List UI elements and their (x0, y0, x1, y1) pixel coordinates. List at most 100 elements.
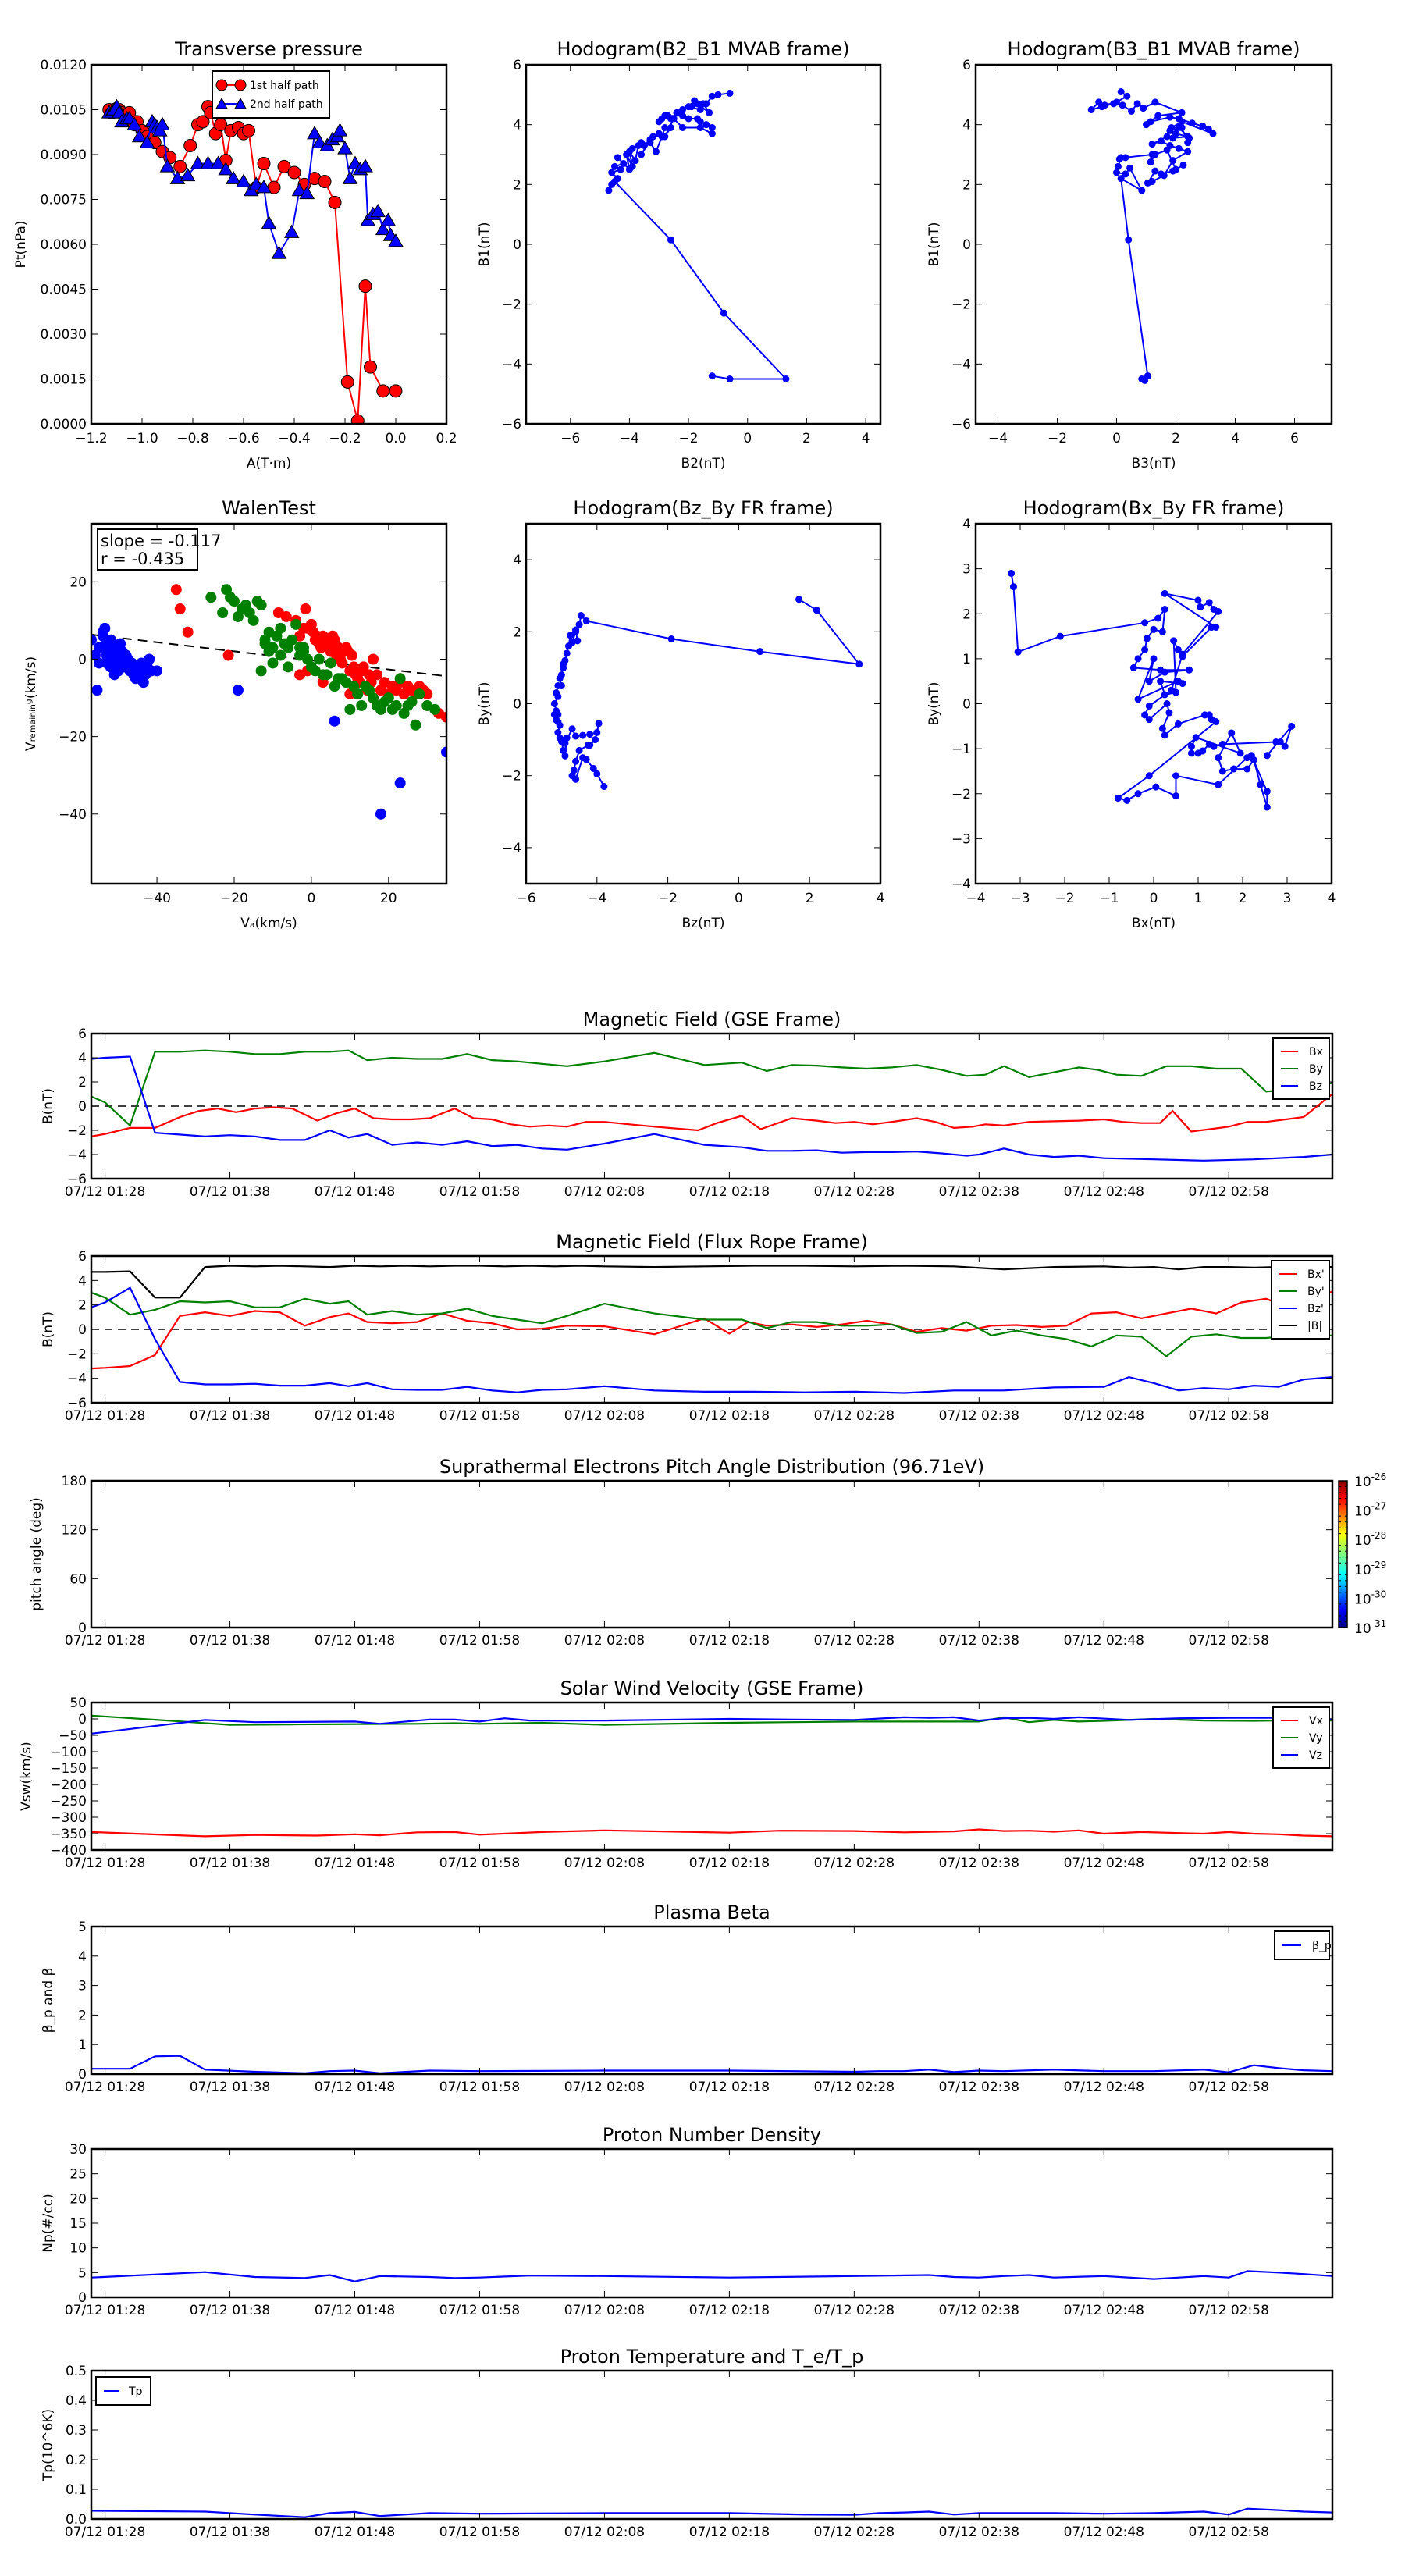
walen-point-green (390, 699, 402, 711)
hodo_bxby-point (1187, 749, 1195, 757)
hodo_bxby-point (1143, 635, 1151, 642)
walen-point-green (267, 657, 279, 669)
hodo_bzby-xtick-label: −4 (587, 891, 606, 906)
b_fr-legend-label: Bz' (1307, 1303, 1324, 1315)
tp-axes-frame (90, 2369, 1334, 2521)
hodo_bzby-point (582, 617, 590, 624)
hodo_b2b1-point (605, 187, 613, 194)
hodo_bxby-chart: Hodogram(Bx_By FR frame) −4 −3 −2 −1 0 1 2 3 4 −4 −… (927, 497, 1336, 931)
hodo_b3b1-point (1169, 167, 1177, 175)
b_fr-legend: Bx' By' Bz' |B| (1271, 1260, 1330, 1340)
hodo_bxby-xtick-label: 4 (1328, 891, 1336, 906)
hodo_b3b1-point (1148, 141, 1156, 148)
b_gse-ytick-label: 0 (78, 1099, 87, 1115)
np-ytick-label: 15 (69, 2216, 87, 2232)
hodo_bzby-point (554, 692, 562, 700)
walen-point-red (182, 626, 194, 638)
hodo_b3b1-ytick-label: 4 (962, 118, 971, 133)
hodo_b3b1-point (1123, 92, 1131, 100)
hodo_b2b1-point (608, 180, 616, 188)
hodo_bxby-point (1218, 767, 1226, 775)
hodo_b2b1-point (726, 89, 734, 97)
transverse-point (183, 139, 197, 152)
hodo_b2b1-point (661, 133, 669, 141)
walen-point-red (357, 661, 369, 673)
hodo_b2b1-point (696, 124, 704, 131)
b_gse-ylabel: B(nT) (41, 1088, 56, 1124)
walen-point-green (344, 703, 356, 715)
hodo_b3b1-point (1110, 100, 1118, 108)
transverse-ytick-label: 0.0015 (41, 372, 87, 388)
b_gse-legend-item: Bz (1281, 1080, 1322, 1093)
transverse-ylabel: Pt(nPa) (13, 221, 29, 269)
b_fr-ytick-label: −4 (67, 1372, 87, 1387)
np-ylabel: Np(#/cc) (41, 2194, 56, 2252)
np-xtick-label: 07/12 01:28 (65, 2303, 145, 2318)
hodo_bxby-point (1114, 795, 1122, 802)
pad-xtick-label: 07/12 02:28 (814, 1633, 895, 1649)
hodo_bzby-point (579, 731, 587, 739)
transverse-title: Transverse pressure (174, 38, 363, 60)
hodo_b2b1-point (673, 109, 681, 116)
tp-ytick-label: 0.0 (66, 2512, 87, 2528)
transverse-point (287, 165, 301, 180)
hodo_bzby-point (561, 752, 569, 760)
hodo_b2b1-chart: Hodogram(B2_B1 MVAB frame) −6 −4 −2 0 2 4 6 −6 −4… (477, 38, 882, 471)
np-ytick-label: 30 (69, 2142, 87, 2158)
walen-point-green (228, 596, 240, 607)
transverse-xtick-label: −0.6 (227, 431, 259, 447)
walen-point-red (170, 584, 182, 596)
walen-point-green (352, 688, 364, 700)
beta-ytick-label: 0 (78, 2067, 87, 2083)
hodo_b2b1-point (646, 139, 654, 147)
b_fr-ytick-label: 0 (78, 1322, 87, 1338)
hodo_bxby-point (1123, 796, 1131, 804)
hodo_bxby-ytick-label: −4 (951, 877, 971, 892)
hodo_bxby-point (1150, 655, 1158, 663)
pad-xtick-label: 07/12 02:38 (939, 1633, 1019, 1649)
hodo_b2b1-point (631, 157, 639, 165)
hodo_b2b1-point (661, 124, 669, 131)
pad-colorbar-label: 10-30 (1354, 1589, 1386, 1607)
transverse-point (159, 158, 176, 173)
hodo_bzby-point (567, 632, 574, 639)
hodo_b2b1-point (620, 160, 628, 167)
tp-xtick-label: 07/12 02:48 (1064, 2524, 1144, 2540)
b_fr-chart: Magnetic Field (Flux Rope Frame) −6 −4 −2 0 2… (41, 1231, 1334, 1424)
pad-xtick-label: 07/12 01:28 (65, 1633, 145, 1649)
hodo_b3b1-point (1175, 115, 1183, 123)
hodo_bzby-point (556, 674, 564, 682)
hodo_bxby-point (1161, 589, 1168, 597)
b_gse-xtick-label: 07/12 01:58 (439, 1184, 520, 1200)
hodo_bxby-point (1009, 583, 1017, 591)
hodo_bzby-point (572, 757, 580, 765)
hodo_b2b1-point (706, 109, 713, 116)
hodo_bxby-xtick-label: −1 (1099, 891, 1119, 906)
transverse-ytick-label: 0.0090 (41, 148, 87, 163)
vsw-ylabel: Vsw(km/s) (19, 1742, 34, 1811)
hodo_b3b1-point (1151, 167, 1159, 175)
np-ytick-label: 10 (69, 2241, 87, 2257)
hodo_b3b1-plot-area (976, 65, 1332, 424)
hodo_bzby-point (550, 700, 558, 707)
transverse-legend-item: 1st half path (215, 79, 319, 92)
walen-point-red (280, 610, 292, 622)
b_fr-legend-item: Bz' (1279, 1303, 1324, 1315)
hodo_bxby-point (1192, 734, 1200, 742)
b_gse-xtick-label: 07/12 01:48 (315, 1184, 395, 1200)
hodo_b2b1-point (708, 124, 716, 131)
hodo_b2b1-xtick-label: 0 (743, 431, 752, 447)
pad-ylabel: pitch angle (deg) (29, 1497, 44, 1611)
pad-title: Suprathermal Electrons Pitch Angle Distr… (439, 1456, 984, 1478)
transverse-point (337, 141, 353, 155)
transverse-ytick-label: 0.0030 (41, 327, 87, 343)
hodo_b3b1-point (1117, 88, 1125, 95)
b_gse-legend-item: Bx (1281, 1046, 1323, 1059)
walen-point-green (283, 661, 294, 673)
hodo_b2b1-xtick-label: −2 (679, 431, 699, 447)
hodo_bxby-point (1134, 655, 1142, 663)
b_fr-ytick-label: −6 (67, 1396, 87, 1411)
hodo_bzby-ylabel: By(nT) (477, 681, 493, 725)
transverse-point (291, 182, 308, 197)
hodo_bzby-xtick-label: 4 (877, 891, 885, 906)
